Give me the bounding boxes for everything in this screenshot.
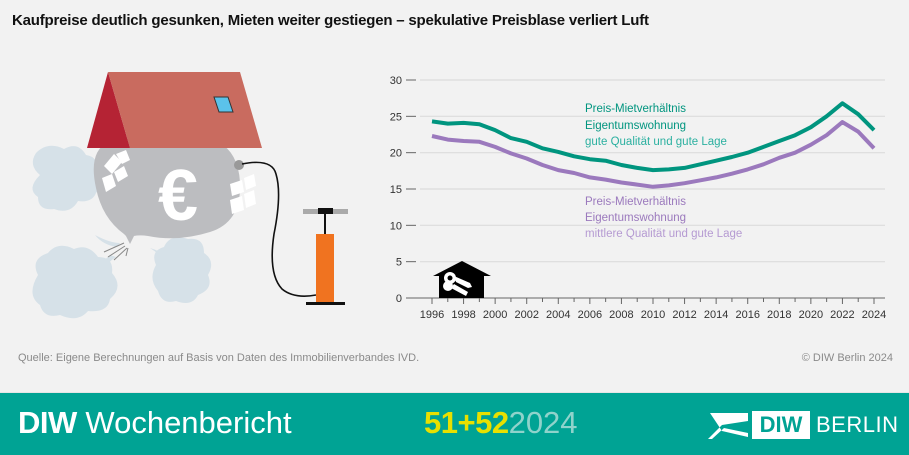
- svg-text:5: 5: [396, 257, 402, 269]
- svg-text:2010: 2010: [641, 309, 665, 321]
- chart-gridlines: [420, 79, 885, 263]
- footer-banner: DIW Wochenbericht 51+522024 DIW BERLIN: [0, 392, 909, 455]
- balloon-windows: [102, 150, 256, 214]
- legend-label-line1: Preis-Mietverhältnis: [585, 196, 686, 208]
- legend-label-line3: mittlere Qualität und gute Lage: [585, 228, 742, 240]
- svg-text:30: 30: [390, 75, 402, 87]
- legend-label-line2: Eigentumswohnung: [585, 120, 686, 132]
- svg-text:2004: 2004: [546, 309, 570, 321]
- legend-label-line3: gute Qualität und gute Lage: [585, 136, 727, 148]
- series-line-mittlere-qualitaet: [431, 120, 876, 189]
- svg-text:2012: 2012: [672, 309, 696, 321]
- svg-text:2020: 2020: [799, 309, 823, 321]
- air-pump-icon: [303, 208, 348, 305]
- brand-bold: DIW: [18, 405, 77, 440]
- diw-logo-mark-icon: [708, 413, 748, 439]
- logo-text: BERLIN: [816, 412, 899, 437]
- svg-text:2014: 2014: [704, 309, 728, 321]
- pump-hose: [241, 161, 317, 297]
- legend-label-line2: Eigentumswohnung: [585, 212, 686, 224]
- cloud-icons: [32, 145, 212, 319]
- series-label-gute-qualitaet: Preis-Mietverhältnis Eigentumswohnung gu…: [585, 103, 727, 148]
- euro-icon: €: [158, 156, 198, 236]
- series-label-mittlere-qualitaet: Preis-Mietverhältnis Eigentumswohnung mi…: [585, 196, 742, 240]
- series-line-gute-qualitaet: [431, 101, 876, 173]
- svg-text:2016: 2016: [735, 309, 759, 321]
- svg-text:1996: 1996: [420, 309, 444, 321]
- svg-text:2002: 2002: [514, 309, 538, 321]
- svg-text:0: 0: [396, 293, 402, 305]
- publication-name: DIW Wochenbericht: [18, 405, 292, 441]
- issue-number: 51+52: [424, 405, 509, 440]
- roof-icon: [87, 72, 262, 148]
- svg-text:1998: 1998: [451, 309, 475, 321]
- diw-berlin-logo: DIW BERLIN: [708, 411, 898, 441]
- page-title: Kaufpreise deutlich gesunken, Mieten wei…: [12, 12, 649, 29]
- line-chart: 0 5 10 15 20 25 30 1996 1998 2000 2002 2004 2006 200…: [390, 75, 886, 321]
- source-note: Quelle: Eigene Berechnungen auf Basis vo…: [18, 352, 420, 364]
- balloon-body: €: [93, 132, 256, 261]
- svg-text:2022: 2022: [830, 309, 854, 321]
- house-key-icon: [433, 261, 491, 298]
- y-axis: 0 5 10 15 20 25 30: [390, 75, 416, 305]
- svg-text:2000: 2000: [483, 309, 507, 321]
- svg-text:15: 15: [390, 184, 402, 196]
- svg-text:2008: 2008: [609, 309, 633, 321]
- issue-label: 51+522024: [424, 405, 578, 441]
- logo-box: DIW: [752, 411, 810, 439]
- svg-text:2024: 2024: [862, 309, 886, 321]
- issue-year: 2024: [508, 405, 578, 440]
- svg-text:25: 25: [390, 111, 402, 123]
- svg-text:2018: 2018: [767, 309, 791, 321]
- copyright-note: © DIW Berlin 2024: [801, 352, 893, 364]
- legend-label-line1: Preis-Mietverhältnis: [585, 103, 686, 115]
- svg-text:2006: 2006: [578, 309, 602, 321]
- house-balloon-illustration: €: [32, 72, 348, 319]
- svg-text:10: 10: [390, 220, 402, 232]
- brand-regular: Wochenbericht: [85, 405, 292, 440]
- x-axis: 1996 1998 2000 2002 2004 2006 2008 2010 2012 2014…: [416, 297, 886, 321]
- svg-text:20: 20: [390, 148, 402, 160]
